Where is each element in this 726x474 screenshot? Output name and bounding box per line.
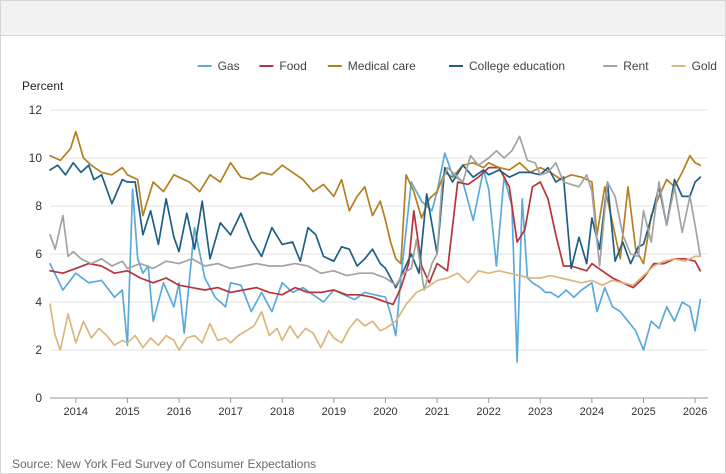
legend-label-rent: Rent <box>623 59 649 73</box>
x-tick-label-2019: 2019 <box>322 406 346 418</box>
x-tick-label-2015: 2015 <box>115 406 139 418</box>
x-tick-label-2020: 2020 <box>373 406 397 418</box>
y-tick-label-6: 6 <box>35 247 42 261</box>
legend-label-college-education: College education <box>469 59 565 73</box>
y-tick-label-12: 12 <box>29 103 43 117</box>
gridlines <box>50 109 708 399</box>
series-line-gold <box>49 255 702 351</box>
x-tick-label-2022: 2022 <box>476 406 500 418</box>
y-tick-label-10: 10 <box>29 151 43 165</box>
series-line-gas <box>49 152 702 363</box>
legend-label-medical-care: Medical care <box>348 59 416 73</box>
legend: Gas Food Medical care College education Rent… <box>197 59 717 73</box>
x-tick-label-2023: 2023 <box>528 406 552 418</box>
x-tick-label-2016: 2016 <box>167 406 191 418</box>
x-tick-label-2017: 2017 <box>218 406 242 418</box>
series-line-medical-care <box>49 130 702 265</box>
x-tick-label-2024: 2024 <box>580 406 604 418</box>
series-line-rent <box>49 135 702 291</box>
x-tick-label-2026: 2026 <box>683 406 707 418</box>
x-tick-label-2014: 2014 <box>64 406 88 418</box>
y-tick-label-4: 4 <box>35 295 42 309</box>
legend-label-gas: Gas <box>218 59 240 73</box>
legend-label-gold: Gold <box>692 59 717 73</box>
source-note: Source: New York Fed Survey of Consumer … <box>12 457 317 471</box>
series-lines <box>49 130 702 363</box>
series-line-food <box>49 166 702 306</box>
chart-header-bar <box>1 1 725 36</box>
x-tick-label-2018: 2018 <box>270 406 294 418</box>
legend-label-food: Food <box>279 59 306 73</box>
y-axis-label: Percent <box>22 79 64 93</box>
x-tick-label-2021: 2021 <box>425 406 449 418</box>
y-axis-ticks: 0 2 4 6 8 10 12 <box>29 103 43 405</box>
y-tick-label-8: 8 <box>35 199 42 213</box>
x-axis-ticks: 2014 2015 2016 2017 2018 2019 2020 2021 2022 2023… <box>64 398 707 418</box>
y-tick-label-0: 0 <box>35 391 42 405</box>
y-tick-label-2: 2 <box>35 343 42 357</box>
x-tick-label-2025: 2025 <box>631 406 655 418</box>
